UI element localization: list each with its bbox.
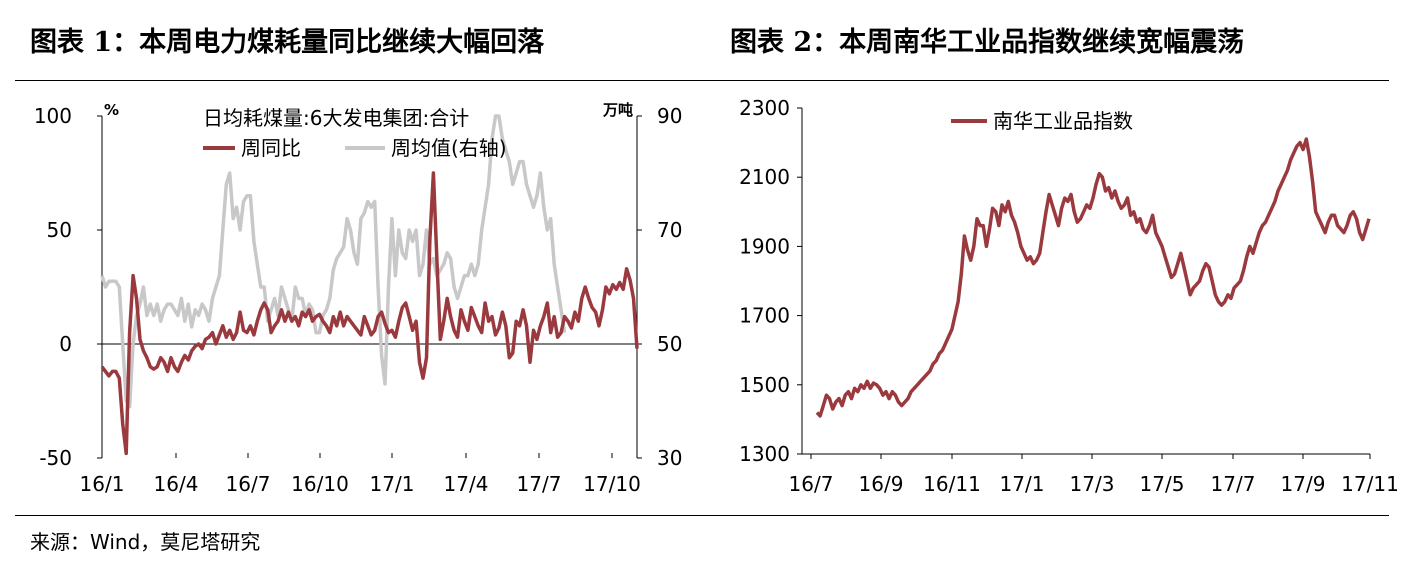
x-axis-tick-label: 17/5 — [1140, 472, 1185, 496]
y-axis-tick-label: 1500 — [739, 373, 790, 397]
x-axis-tick-label: 17/1 — [370, 472, 415, 496]
x-axis-tick-label: 17/3 — [1070, 472, 1115, 496]
x-axis-tick-label: 17/1 — [1000, 472, 1045, 496]
series-line-yoy — [100, 171, 639, 456]
x-axis-tick-label: 17/7 — [517, 472, 562, 496]
x-axis-tick-label: 16/4 — [154, 472, 199, 496]
chart1-title: 图表 1：本周电力煤耗量同比继续大幅回落 — [30, 27, 545, 58]
left-axis-tick-label: 50 — [47, 218, 72, 242]
y-axis-tick-label: 2100 — [739, 165, 790, 189]
right-axis-tick-label: 30 — [657, 446, 682, 470]
right-axis-tick-label: 90 — [657, 104, 682, 128]
x-axis-tick-label: 16/11 — [923, 472, 981, 496]
series-line-weekly-avg — [100, 114, 567, 409]
x-axis-tick-label: 16/9 — [859, 472, 904, 496]
series-line-nanhua-index — [815, 137, 1371, 418]
coal-consumption-chart: -50 0 50 100 30 50 70 90 16/1 16/4 16/7 16/10 17/1 17… — [34, 101, 683, 496]
x-axis-tick-label: 16/7 — [226, 472, 271, 496]
x-axis-tick-label: 16/1 — [80, 472, 125, 496]
left-axis-tick-label: 100 — [34, 104, 72, 128]
source-note: 来源：Wind，莫尼塔研究 — [30, 530, 261, 554]
legend-label-yoy: 周同比 — [241, 136, 301, 160]
y-axis-tick-label: 1700 — [739, 304, 790, 328]
right-axis-unit: 万吨 — [602, 101, 633, 119]
bottom-divider — [15, 515, 1389, 516]
left-axis-tick-label: -50 — [39, 446, 72, 470]
x-axis-tick-label: 16/10 — [291, 472, 349, 496]
right-axis-tick-label: 50 — [657, 332, 682, 356]
left-axis-tick-label: 0 — [59, 332, 72, 356]
x-axis-tick-label: 17/9 — [1281, 472, 1326, 496]
x-axis-tick-label: 17/7 — [1211, 472, 1256, 496]
nanhua-index-chart: 1300 1500 1700 1900 2100 2300 16/7 16/9 16/11 17/… — [739, 96, 1399, 496]
left-axis-unit: % — [104, 101, 119, 119]
y-axis-tick-label: 2300 — [739, 96, 790, 120]
x-axis-tick-label: 17/4 — [444, 472, 489, 496]
chart2-title: 图表 2：本周南华工业品指数继续宽幅震荡 — [730, 27, 1245, 58]
y-axis-tick-label: 1900 — [739, 234, 790, 258]
top-divider — [15, 80, 1389, 81]
legend-label-nanhua-index: 南华工业品指数 — [993, 109, 1133, 133]
right-axis-tick-label: 70 — [657, 218, 682, 242]
x-axis-tick-label: 16/7 — [789, 472, 834, 496]
y-axis-tick-label: 1300 — [739, 442, 790, 466]
x-axis-tick-label: 17/11 — [1341, 472, 1399, 496]
legend-title: 日均耗煤量:6大发电集团:合计 — [203, 106, 469, 130]
x-axis-tick-label: 17/10 — [583, 472, 641, 496]
legend-label-weekly-avg: 周均值(右轴) — [391, 136, 507, 160]
